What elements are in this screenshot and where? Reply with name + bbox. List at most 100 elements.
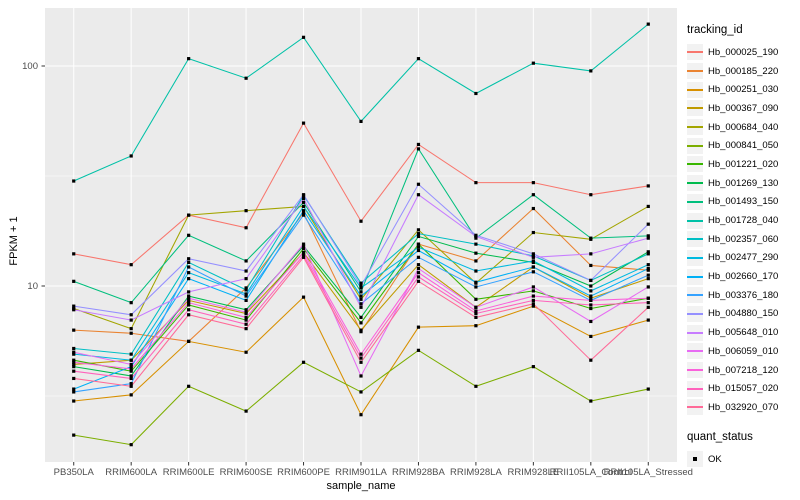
data-point [244, 350, 248, 354]
data-point [187, 257, 191, 261]
data-point [359, 390, 363, 394]
data-point [474, 297, 478, 301]
data-point [244, 294, 248, 298]
data-point [72, 369, 76, 373]
series-color-line-icon [687, 126, 703, 129]
x-tick-label: RRIM901LA [335, 467, 387, 478]
data-point [416, 232, 421, 236]
data-point [589, 298, 593, 303]
legend-item-label: Hb_002477_290 [708, 252, 779, 264]
data-point [244, 269, 248, 273]
data-point [244, 209, 248, 213]
data-point [531, 270, 535, 274]
data-point [646, 204, 650, 209]
data-point [531, 294, 535, 298]
series-color-line-icon [687, 144, 703, 147]
series-color-line-icon [687, 51, 703, 54]
data-point [359, 294, 363, 298]
data-point [531, 181, 535, 185]
legend-item-label: Hb_032920_070 [708, 401, 779, 413]
data-point [187, 290, 191, 294]
legend-item-label: Hb_002660_170 [708, 271, 779, 283]
data-point [129, 318, 133, 322]
legend-item-label: Hb_004880_150 [708, 308, 779, 320]
data-point [129, 263, 133, 267]
series-color-line-icon [687, 182, 703, 185]
legend-key-swatch [687, 305, 703, 322]
data-point [359, 284, 363, 288]
x-axis-title: sample_name [326, 480, 396, 492]
legend-item: Hb_001728_040 [687, 211, 799, 230]
legend-item-label: Hb_000251_030 [708, 84, 779, 96]
legend-key-swatch [687, 212, 703, 229]
data-point [129, 367, 133, 371]
series-color-line-icon [687, 331, 703, 334]
legend-title-tracking-id: tracking_id [687, 24, 743, 36]
data-point [359, 360, 363, 364]
legend-item: Hb_006059_010 [687, 342, 799, 361]
data-point [589, 399, 593, 403]
data-point [474, 91, 478, 96]
data-point [359, 219, 363, 223]
data-point [244, 308, 248, 312]
legend-key-ok [687, 451, 703, 468]
legend-item-label: Hb_000367_090 [708, 102, 779, 114]
series-color-line-icon [687, 369, 703, 372]
data-point [531, 259, 535, 263]
data-point [416, 147, 421, 151]
data-point [531, 255, 535, 259]
legend-key-swatch [687, 175, 703, 192]
legend-item: Hb_000367_090 [687, 99, 799, 118]
data-point [72, 433, 76, 437]
data-point [474, 384, 478, 388]
data-point [531, 302, 535, 306]
legend-title-quant-status: quant_status [687, 430, 753, 443]
data-point [531, 252, 535, 256]
data-point [359, 297, 363, 301]
legend-item-label: Hb_007218_120 [708, 364, 779, 376]
x-tick-label: RRIM928LA [450, 467, 502, 478]
data-point [416, 275, 421, 279]
legend-item: Hb_002477_290 [687, 249, 799, 268]
data-point [474, 324, 478, 328]
data-point [129, 352, 133, 356]
legend-item: Hb_001269_130 [687, 174, 799, 193]
data-point [187, 265, 191, 269]
legend-key-swatch [687, 63, 703, 80]
data-point [301, 213, 306, 217]
legend-item: Hb_001493_150 [687, 193, 799, 212]
legend-item-label: Hb_002357_060 [708, 233, 779, 245]
legend-item-label: Hb_001493_150 [708, 196, 779, 208]
data-point [301, 255, 306, 259]
data-point [474, 280, 478, 284]
data-point [129, 362, 133, 367]
data-point [531, 298, 535, 303]
data-point [129, 301, 133, 305]
x-tick-label: RRIM928LE [507, 467, 559, 478]
data-point [244, 259, 248, 263]
series-color-line-icon [687, 219, 703, 222]
legend-item: Hb_015057_020 [687, 379, 799, 398]
data-point [129, 327, 133, 331]
legend-item-label: Hb_001728_040 [708, 215, 779, 227]
legend-key-swatch [687, 343, 703, 360]
data-point [301, 196, 306, 201]
data-point [301, 295, 306, 299]
data-point [646, 318, 650, 322]
legend-item: Hb_000841_050 [687, 136, 799, 155]
legend-key-swatch [687, 81, 703, 98]
data-point [589, 252, 593, 256]
data-point [129, 443, 133, 447]
data-point [474, 315, 478, 319]
data-point [359, 286, 363, 290]
data-point [129, 374, 133, 378]
data-point [646, 222, 650, 226]
y-tick-label: 100 [22, 61, 38, 72]
series-color-line-icon [687, 275, 703, 278]
legend-item-label: Hb_000841_050 [708, 140, 779, 152]
legend-key-swatch [687, 100, 703, 117]
data-point [646, 252, 650, 256]
data-point [589, 306, 593, 311]
data-point [646, 22, 650, 26]
data-point [244, 226, 248, 230]
